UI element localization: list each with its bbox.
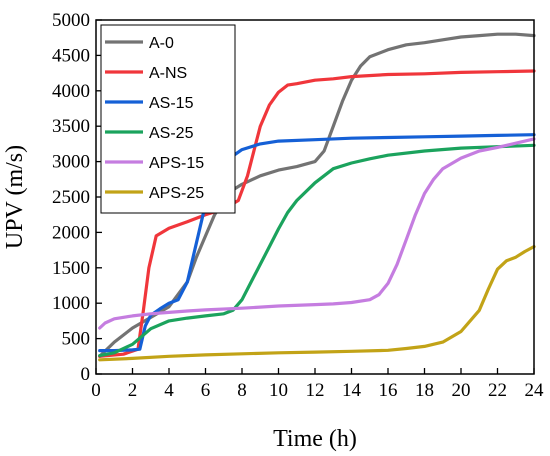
- x-tick-label: 24: [525, 380, 545, 401]
- y-axis-title: UPV (m/s): [2, 145, 28, 249]
- y-tick-label: 5000: [52, 10, 90, 31]
- legend-label: AS-15: [149, 95, 194, 112]
- series-line-a-ns: [98, 69, 536, 358]
- legend-label: A-NS: [149, 65, 187, 82]
- legend-label: APS-15: [149, 155, 204, 172]
- x-tick-label: 14: [342, 380, 362, 401]
- x-tick-label: 0: [91, 380, 101, 401]
- x-axis-title: Time (h): [273, 426, 357, 452]
- legend-label: A-0: [149, 35, 174, 52]
- x-tick-label: 20: [452, 380, 471, 401]
- x-tick-label: 6: [201, 380, 211, 401]
- x-tick-label: 12: [306, 380, 325, 401]
- y-tick-label: 1000: [52, 293, 90, 314]
- y-tick-label: 4000: [52, 81, 90, 102]
- legend-label: APS-25: [149, 185, 204, 202]
- x-tick-label: 16: [379, 380, 398, 401]
- y-tick-label: 2000: [52, 222, 90, 243]
- y-tick-label: 3500: [52, 116, 90, 137]
- x-tick-label: 2: [128, 380, 138, 401]
- y-tick-label: 4500: [52, 45, 90, 66]
- legend-box: [100, 24, 236, 214]
- series-line-aps-25: [98, 245, 536, 362]
- x-tick-label: 4: [164, 380, 174, 401]
- y-tick-label: 500: [62, 329, 91, 350]
- y-tick-label: 3000: [52, 152, 90, 173]
- y-tick-label: 0: [81, 364, 91, 385]
- y-tick-label: 2500: [52, 187, 90, 208]
- x-tick-label: 22: [488, 380, 507, 401]
- series-line-aps-15: [98, 137, 536, 330]
- x-tick-label: 8: [237, 380, 247, 401]
- series-line-as-25: [98, 143, 536, 358]
- x-tick-label: 10: [269, 380, 288, 401]
- x-tick-label: 18: [415, 380, 434, 401]
- legend: A-0 A-NS AS-15 AS-25 APS-15 APS-25: [100, 24, 236, 214]
- y-axis-ticks: 0 500 1000 1500 2000 2500 3000 3500 4000 4500 5000: [52, 10, 102, 385]
- legend-label: AS-25: [149, 125, 194, 142]
- x-axis-ticks: 0 2 4 6 8 10 12 14 16 18 20 22 24: [91, 368, 544, 401]
- y-tick-label: 1500: [52, 258, 90, 279]
